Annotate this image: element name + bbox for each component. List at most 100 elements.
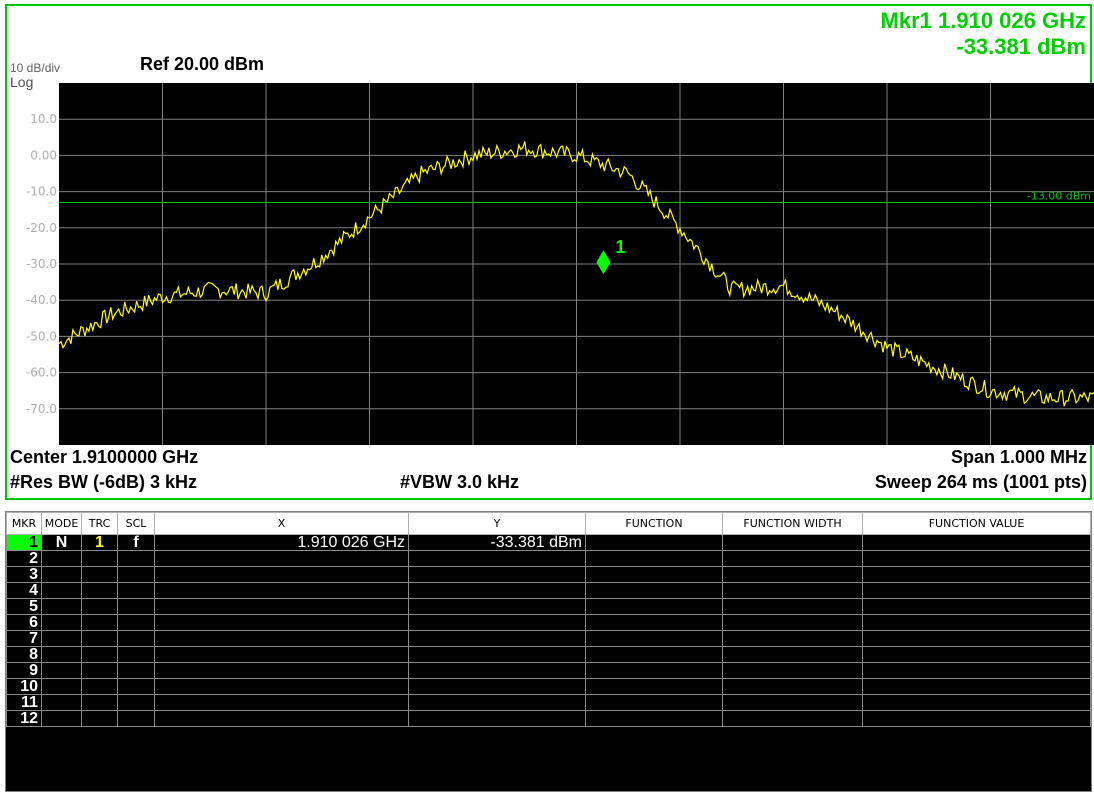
scale-per-div: 10 dB/div xyxy=(10,61,61,75)
marker-cell xyxy=(81,582,118,599)
marker-frequency: Mkr1 1.910 026 GHz xyxy=(880,8,1086,33)
y-tick-label: 10.0 xyxy=(30,112,57,126)
marker-row[interactable]: 9 xyxy=(6,662,1091,679)
marker-row[interactable]: 3 xyxy=(6,566,1091,583)
y-tick-label: -70.0 xyxy=(26,402,57,416)
marker-cell xyxy=(117,694,155,711)
marker-cell xyxy=(41,550,82,567)
marker-cell xyxy=(862,550,1091,567)
marker-cell xyxy=(81,630,118,647)
marker-cell xyxy=(722,614,863,631)
marker-cell xyxy=(41,662,82,679)
marker-cell: 6 xyxy=(6,614,42,631)
marker-readout: Mkr1 1.910 026 GHz -33.381 dBm xyxy=(881,8,1086,60)
marker-cell xyxy=(585,566,723,583)
marker-cell xyxy=(585,534,723,551)
y-tick-label: -50.0 xyxy=(26,329,57,343)
marker-cell xyxy=(862,710,1091,727)
marker-cell: N xyxy=(41,534,82,551)
marker-cell xyxy=(862,662,1091,679)
marker-cell: 5 xyxy=(6,598,42,615)
center-frequency: Center 1.9100000 GHz xyxy=(10,447,199,467)
marker-row[interactable]: 2 xyxy=(6,550,1091,567)
marker-cell xyxy=(408,678,586,695)
marker-cell xyxy=(154,646,409,663)
column-header[interactable]: Y xyxy=(408,512,586,535)
marker-cell xyxy=(81,694,118,711)
span: Span 1.000 MHz xyxy=(950,447,1087,467)
marker-cell xyxy=(41,678,82,695)
marker-1-label-bg xyxy=(611,234,634,259)
trace-plot: 10.0 0.00 -10.0 -20.0 -30.0 -40.0 -50.0 -60.0 -7… xyxy=(26,83,1094,445)
marker-row[interactable]: 11 xyxy=(6,694,1091,711)
marker-cell xyxy=(722,694,863,711)
marker-cell xyxy=(862,598,1091,615)
marker-cell xyxy=(408,614,586,631)
marker-cell xyxy=(408,630,586,647)
marker-cell xyxy=(585,550,723,567)
marker-cell: -33.381 dBm xyxy=(408,534,586,551)
marker-cell xyxy=(408,710,586,727)
marker-cell xyxy=(41,710,82,727)
resolution-bandwidth: #Res BW (-6dB) 3 kHz xyxy=(10,472,198,492)
marker-row[interactable]: 12 xyxy=(6,710,1091,727)
marker-cell xyxy=(41,582,82,599)
marker-row[interactable]: 6 xyxy=(6,614,1091,631)
marker-cell xyxy=(722,662,863,679)
marker-cell xyxy=(862,646,1091,663)
marker-cell xyxy=(81,614,118,631)
marker-cell xyxy=(408,582,586,599)
marker-cell xyxy=(408,694,586,711)
spectrum-display: Mkr1 1.910 026 GHz -33.381 dBm 10 dB/div… xyxy=(5,4,1094,500)
marker-cell: 2 xyxy=(6,550,42,567)
marker-cell xyxy=(117,550,155,567)
marker-row[interactable]: 5 xyxy=(6,598,1091,615)
marker-cell xyxy=(81,678,118,695)
marker-cell xyxy=(154,598,409,615)
marker-row[interactable]: 10 xyxy=(6,678,1091,695)
marker-cell xyxy=(862,630,1091,647)
marker-cell xyxy=(117,614,155,631)
marker-cell xyxy=(585,710,723,727)
column-header[interactable]: X xyxy=(154,512,409,535)
marker-cell xyxy=(408,662,586,679)
marker-cell xyxy=(408,566,586,583)
plot-grid xyxy=(59,83,1094,445)
column-header[interactable]: MKR xyxy=(6,512,42,535)
marker-cell xyxy=(117,630,155,647)
marker-cell xyxy=(585,614,723,631)
marker-table: MKR MODE TRC SCL X Y FUNCTION FUNCTION WIDTH FUN… xyxy=(5,511,1092,792)
y-tick-label: -30.0 xyxy=(26,257,57,271)
marker-cell xyxy=(117,566,155,583)
marker-cell xyxy=(81,550,118,567)
marker-cell: 10 xyxy=(6,678,42,695)
marker-cell xyxy=(722,678,863,695)
marker-cell xyxy=(585,598,723,615)
marker-cell xyxy=(585,678,723,695)
marker-cell xyxy=(154,614,409,631)
display-line-label: -13.00 dBm xyxy=(1027,189,1091,202)
marker-row[interactable]: 4 xyxy=(6,582,1091,599)
column-header[interactable]: FUNCTION VALUE xyxy=(862,512,1091,535)
video-bandwidth: #VBW 3.0 kHz xyxy=(400,472,520,492)
marker-cell xyxy=(81,646,118,663)
column-header[interactable]: FUNCTION WIDTH xyxy=(722,512,863,535)
column-header[interactable]: SCL xyxy=(117,512,155,535)
marker-row[interactable]: 8 xyxy=(6,646,1091,663)
marker-cell xyxy=(117,710,155,727)
marker-cell xyxy=(117,598,155,615)
y-tick-label: 0.00 xyxy=(30,148,57,162)
marker-cell: 12 xyxy=(6,710,42,727)
column-header[interactable]: MODE xyxy=(41,512,82,535)
marker-cell xyxy=(41,630,82,647)
marker-cell xyxy=(117,646,155,663)
marker-cell xyxy=(408,598,586,615)
marker-cell xyxy=(585,646,723,663)
marker-cell xyxy=(722,630,863,647)
marker-row[interactable]: 7 xyxy=(6,630,1091,647)
marker-row[interactable]: 1 N 1 f 1.910 026 GHz -33.381 dBm xyxy=(6,534,1091,551)
column-header[interactable]: FUNCTION xyxy=(585,512,723,535)
column-header[interactable]: TRC xyxy=(81,512,118,535)
marker-cell xyxy=(862,566,1091,583)
marker-1-label: 1 xyxy=(615,237,625,257)
